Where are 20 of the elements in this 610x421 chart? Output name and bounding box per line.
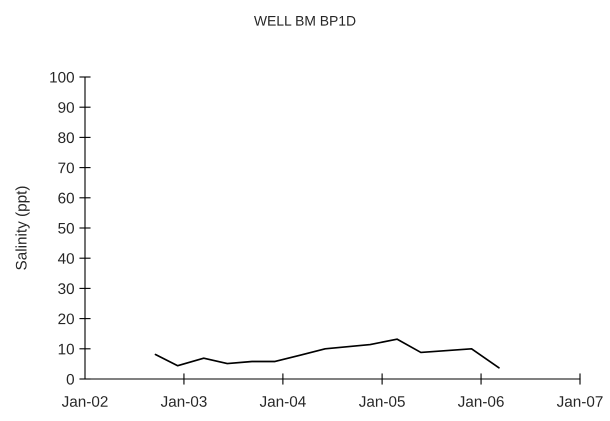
x-tick-label: Jan-06 xyxy=(458,396,504,407)
y-tick-label: 80 xyxy=(58,132,74,144)
x-tick-label: Jan-03 xyxy=(160,396,207,407)
x-tick-label: Jan-07 xyxy=(556,396,603,407)
line-series xyxy=(154,338,500,369)
x-tick-label: Jan-05 xyxy=(358,396,405,407)
y-tick-label: 60 xyxy=(58,192,74,204)
chart-title: WELL BM BP1D xyxy=(254,16,356,26)
y-tick-label: 90 xyxy=(58,102,74,113)
y-tick-label: 0 xyxy=(66,374,74,385)
y-tick-label: 100 xyxy=(50,72,74,83)
y-tick-label: 20 xyxy=(58,313,74,324)
y-tick-label: 70 xyxy=(58,162,74,174)
y-axis-title: Salinity (ppt) xyxy=(15,186,30,270)
x-tick-label: Jan-02 xyxy=(62,396,108,407)
x-tick-label: Jan-04 xyxy=(260,396,306,407)
y-tick-label: 40 xyxy=(58,253,74,264)
y-tick-label: 50 xyxy=(58,222,74,234)
y-tick-label: 10 xyxy=(58,344,74,354)
y-tick-label: 30 xyxy=(58,283,74,294)
